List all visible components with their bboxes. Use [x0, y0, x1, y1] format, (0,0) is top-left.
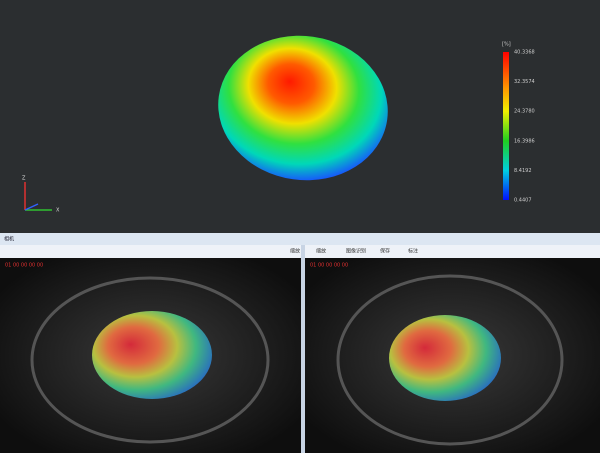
axis-label: Z [22, 176, 26, 182]
pane-title: 相机 [4, 236, 14, 243]
strain-overlay [389, 315, 501, 401]
strain-surface [218, 35, 388, 181]
strain-overlay [92, 311, 212, 399]
timestamp: 01 00 00 00 00 [310, 263, 348, 269]
axis-label: X [56, 208, 60, 214]
fixture-ring [336, 274, 564, 446]
toolbar-button[interactable]: 图像识别 [346, 248, 366, 255]
axis-y [24, 203, 39, 211]
splitter [301, 245, 305, 453]
toolbar [305, 245, 600, 258]
scale-label: 40.3368 [514, 50, 535, 56]
pane-header [0, 233, 600, 245]
toolbar-button[interactable]: 缩放 [290, 248, 300, 255]
scale-label: 16.3986 [514, 138, 535, 144]
scale-label: 0.4407 [514, 198, 532, 204]
toolbar-button[interactable]: 保存 [380, 248, 390, 255]
fixture-ring [30, 276, 270, 444]
scale-label: 8.4192 [514, 168, 532, 174]
color-scale [503, 52, 509, 200]
toolbar-button[interactable]: 缩放 [316, 248, 326, 255]
scale-labels: 40.3368 32.3574 24.3780 16.3986 8.4192 0.4407 [514, 50, 535, 204]
scale-label: 24.3780 [514, 109, 535, 115]
timestamp: 01 00 00 00 00 [5, 263, 43, 269]
toolbar-button[interactable]: 标注 [408, 248, 418, 255]
scale-label: 32.3574 [514, 79, 535, 85]
scale-unit: [%] [502, 42, 511, 48]
toolbar [0, 245, 301, 258]
